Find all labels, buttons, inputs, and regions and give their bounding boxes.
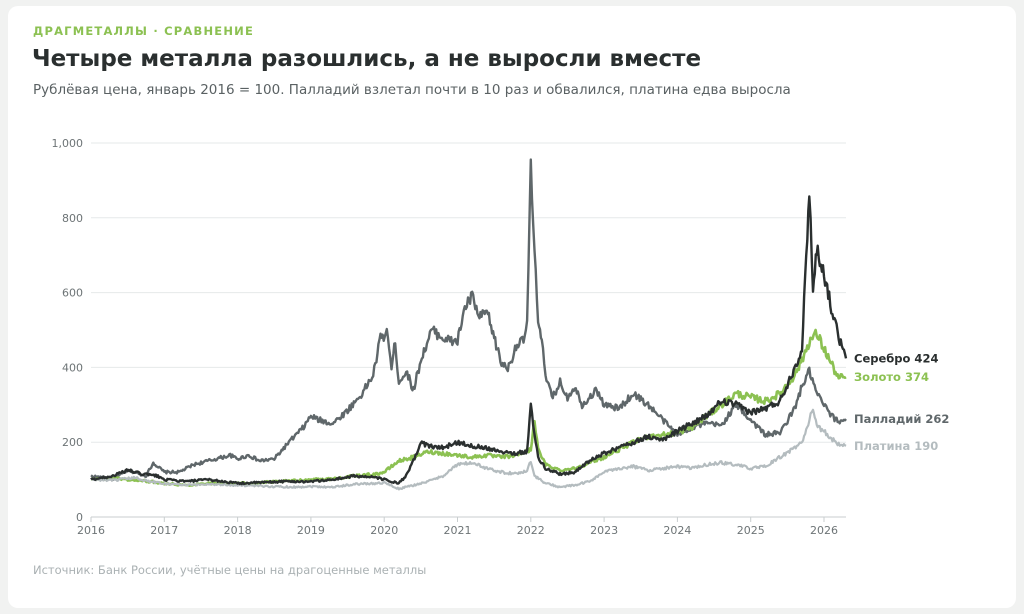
y-tick-label: 0	[76, 511, 83, 524]
y-tick-label: 800	[62, 212, 83, 225]
series-end-labels: Палладий 262 Золото 374 Платина 190 Серебро…	[854, 351, 949, 453]
y-tick-label: 600	[62, 287, 83, 300]
x-tick-label: 2017	[150, 524, 178, 537]
y-axis-ticks: 0 200 400 600 800 1,000	[52, 137, 84, 524]
y-tick-label: 1,000	[52, 137, 84, 150]
x-axis-ticks: 2016 2017 2018 2019 2020 2021 2022 2023 2024 2025…	[77, 517, 838, 537]
end-label-3: Платина 190	[854, 439, 938, 453]
series-line-1	[90, 158, 847, 482]
x-tick-label: 2024	[663, 524, 691, 537]
chart-subtitle: Рублёвая цена, январь 2016 = 100. Паллад…	[33, 82, 791, 98]
end-label-1: Палладий 262	[854, 412, 949, 426]
x-tick-label: 2026	[810, 524, 838, 537]
x-tick-label: 2021	[444, 524, 472, 537]
x-tick-label: 2025	[737, 524, 765, 537]
source-note: Источник: Банк России, учётные цены на д…	[33, 563, 427, 577]
chart-title: Четыре металла разошлись, а не выросли в…	[32, 46, 702, 72]
x-tick-label: 2019	[297, 524, 325, 537]
x-tick-label: 2020	[370, 524, 398, 537]
y-tick-label: 400	[62, 361, 83, 374]
chart-kicker: ДРАГМЕТАЛЛЫ · СРАВНЕНИЕ	[33, 24, 255, 38]
end-label-4: Серебро 424	[854, 351, 938, 365]
x-tick-label: 2022	[517, 524, 545, 537]
x-tick-label: 2018	[224, 524, 252, 537]
end-label-2: Золото 374	[854, 370, 929, 384]
series-line-3	[90, 408, 847, 491]
chart-card	[8, 6, 1016, 608]
x-tick-label: 2016	[77, 524, 105, 537]
series-lines	[90, 158, 848, 491]
y-tick-label: 200	[62, 436, 83, 449]
series-line-4	[90, 195, 848, 486]
x-tick-label: 2023	[590, 524, 618, 537]
gridlines	[91, 142, 846, 518]
